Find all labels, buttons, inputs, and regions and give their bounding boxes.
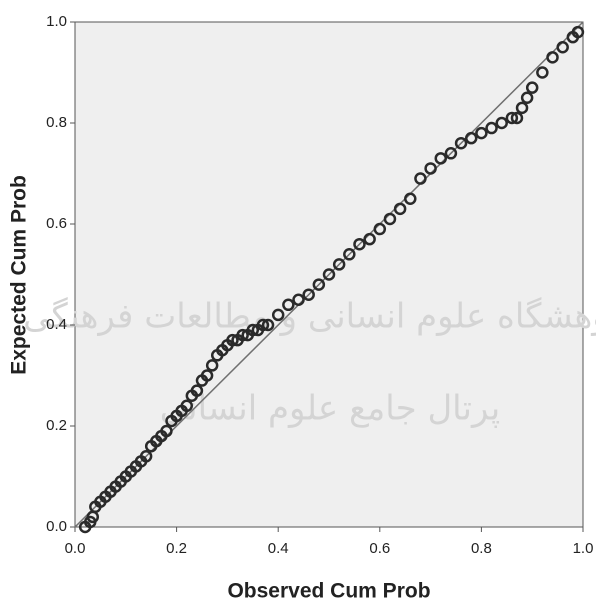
point xyxy=(139,450,153,463)
point xyxy=(414,172,427,185)
point xyxy=(271,308,285,322)
point xyxy=(434,152,448,165)
point xyxy=(571,25,585,39)
point xyxy=(302,288,315,301)
point xyxy=(363,232,376,246)
point xyxy=(556,41,569,54)
x-tick-label: 1.0 xyxy=(573,540,594,557)
point xyxy=(383,212,397,226)
point xyxy=(475,126,488,140)
y-tick-label: 0.4 xyxy=(46,316,67,333)
point xyxy=(180,399,194,413)
point xyxy=(292,293,305,306)
point xyxy=(343,248,356,261)
x-tick-label: 0.0 xyxy=(65,540,86,557)
point xyxy=(322,268,336,281)
y-tick-label: 0.8 xyxy=(46,114,67,131)
point xyxy=(205,359,219,372)
point xyxy=(546,51,559,64)
point xyxy=(393,202,407,216)
point xyxy=(464,131,478,145)
point xyxy=(190,384,204,397)
point xyxy=(226,333,239,347)
y-tick-label: 1.0 xyxy=(46,13,67,30)
point xyxy=(246,323,260,337)
y-tick-label: 0.6 xyxy=(46,215,67,232)
y-tick-label: 0.2 xyxy=(46,417,67,434)
point xyxy=(256,318,270,332)
point xyxy=(373,222,387,236)
point xyxy=(495,116,508,130)
watermark: پرتال جامع علوم انسانی xyxy=(160,389,500,429)
point xyxy=(200,369,214,382)
point xyxy=(485,121,498,135)
x-tick-label: 0.6 xyxy=(369,540,390,557)
point xyxy=(282,298,295,312)
y-tick-label: 0.0 xyxy=(46,518,67,535)
point xyxy=(332,258,346,271)
point xyxy=(424,162,437,175)
point xyxy=(515,101,529,115)
x-axis-title: Observed Cum Prob xyxy=(227,580,430,603)
point xyxy=(312,278,326,291)
point xyxy=(353,237,366,251)
point xyxy=(261,318,275,332)
x-tick-label: 0.2 xyxy=(166,540,187,557)
point xyxy=(536,66,549,79)
point xyxy=(404,192,417,205)
point xyxy=(520,91,534,104)
point xyxy=(236,328,249,342)
point xyxy=(160,424,173,438)
point xyxy=(454,136,468,150)
y-axis-title: Expected Cum Prob xyxy=(8,175,31,375)
reference-line xyxy=(74,21,584,528)
point xyxy=(525,81,539,94)
watermark: پژوهشگاه علوم انسانی و مطالعات فرهنگی xyxy=(23,297,596,337)
x-tick-label: 0.8 xyxy=(471,540,492,557)
point xyxy=(505,111,519,125)
x-tick-label: 0.4 xyxy=(268,540,289,557)
point xyxy=(444,147,458,160)
point xyxy=(510,111,524,125)
